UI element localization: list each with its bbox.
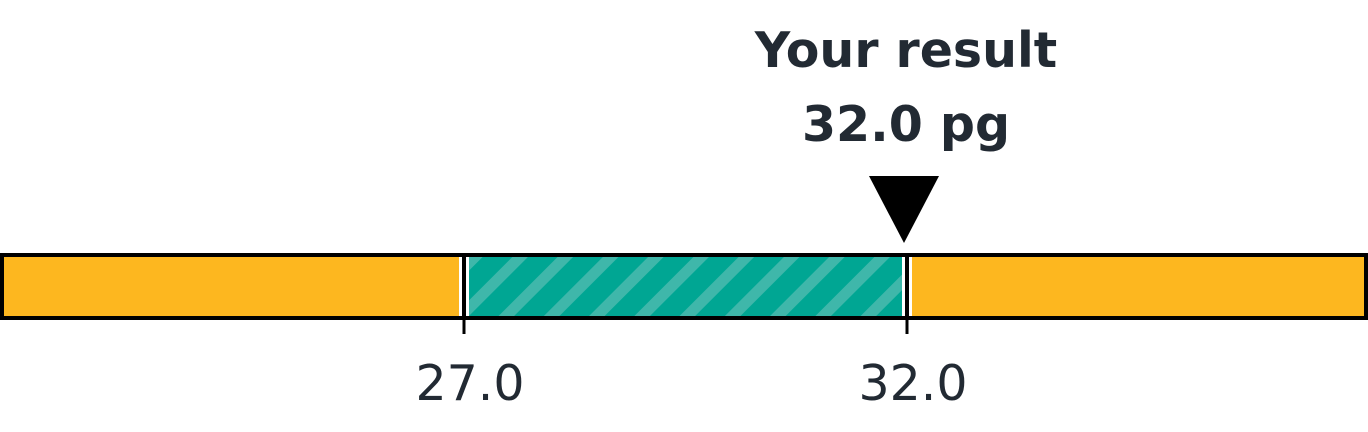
tick-label-0: 27.0: [415, 355, 524, 412]
segment-high: [912, 255, 1366, 318]
range-ticks: 27.0 32.0: [415, 318, 968, 412]
bar-outline: [0, 253, 1368, 320]
segment-normal: [469, 255, 902, 318]
tick-label-1: 32.0: [858, 355, 967, 412]
range-bar: [0, 253, 1368, 320]
result-value: 32.0 pg: [802, 96, 1010, 153]
result-marker: [869, 176, 939, 243]
segment-low: [2, 255, 459, 318]
result-marker-triangle: [869, 176, 939, 243]
result-label: Your result: [754, 22, 1057, 79]
